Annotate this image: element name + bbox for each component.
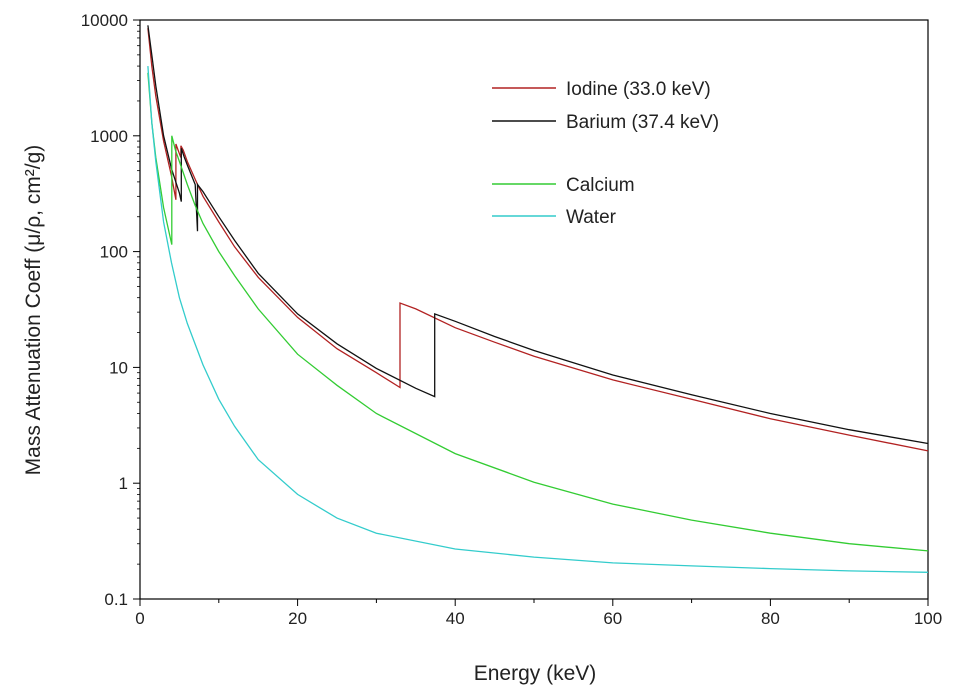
x-tick-label: 20: [288, 609, 307, 628]
x-axis-label: Energy (keV): [474, 662, 597, 685]
y-tick-label: 10000: [81, 11, 128, 30]
y-tick-label: 100: [100, 243, 128, 262]
y-tick-label: 1: [119, 474, 128, 493]
series-line-3: [147, 66, 929, 573]
series-line-0: [147, 28, 929, 452]
legend: Iodine (33.0 keV) Barium (37.4 keV) Calciu…: [492, 79, 719, 228]
series-line-2: [147, 72, 929, 552]
y-axis-label: Mass Attenuation Coeff (μ/ρ, cm²/g): [22, 145, 45, 476]
y-tick-label: 1000: [90, 127, 128, 146]
y-tick-label: 0.1: [104, 590, 128, 609]
legend-label-2: Calcium: [566, 175, 635, 196]
y-tick-label: 10: [109, 358, 128, 377]
legend-label-0: Iodine (33.0 keV): [566, 79, 711, 100]
legend-label-3: Water: [566, 207, 617, 228]
series-layer: [147, 25, 929, 573]
x-tick-label: 60: [603, 609, 622, 628]
x-tick-label: 40: [446, 609, 465, 628]
x-tick-label: 0: [135, 609, 144, 628]
x-tick-label: 100: [914, 609, 942, 628]
x-tick-label: 80: [761, 609, 780, 628]
x-axis-ticks: 0 20 40 60 80 100: [135, 599, 942, 628]
y-axis-ticks: 0.1 1 10 100 1000 10000: [81, 11, 140, 609]
series-line-1: [147, 25, 929, 445]
legend-label-1: Barium (37.4 keV): [566, 112, 719, 133]
